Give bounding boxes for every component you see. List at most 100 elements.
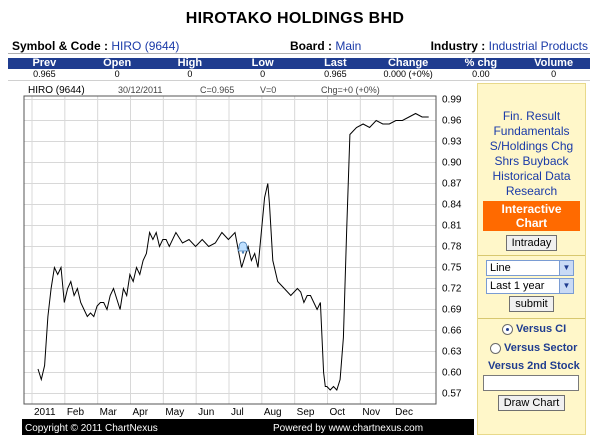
symbol-value: HIRO (9644) [111, 39, 180, 53]
y-axis-ticks: 0.99 0.96 0.93 0.90 0.87 0.84 0.81 0.78 0.75 0.72… [442, 95, 462, 400]
y-tick-label: 0.99 [442, 95, 462, 106]
menu-historical-data[interactable]: Historical Data [492, 169, 571, 183]
x-tick-label: Nov [362, 407, 380, 418]
menu-shareholdings-change[interactable]: S/Holdings Chg [489, 139, 574, 153]
quote-table: Prev Open High Low Last Change % chg Vol… [8, 58, 590, 81]
quote-col-volume: Volume [517, 58, 590, 69]
versus-ci-radio[interactable] [502, 323, 513, 335]
price-chart-svg[interactable]: 0.99 0.96 0.93 0.90 0.87 0.84 0.81 0.78 0.75 0.72… [22, 82, 474, 435]
x-tick-label: Dec [395, 407, 413, 418]
quote-high-value: 0 [153, 69, 227, 81]
menu-fin-result[interactable]: Fin. Result [502, 109, 561, 123]
y-tick-label: 0.75 [442, 263, 462, 274]
y-tick-label: 0.90 [442, 158, 462, 169]
versus-sector-option[interactable]: Versus Sector [490, 342, 585, 354]
x-tick-label: Oct [330, 407, 346, 418]
x-axis-ticks: 2011 Feb Mar Apr May Jun Jul Aug Sep Oct Nov Dec [34, 407, 413, 418]
symbol-info: Symbol & Code : HIRO (9644) [12, 39, 179, 53]
menu-research[interactable]: Research [505, 184, 558, 198]
y-tick-label: 0.57 [442, 389, 462, 400]
board-value[interactable]: Main [335, 39, 362, 53]
chart-background [22, 82, 474, 435]
quote-header-row: Prev Open High Low Last Change % chg Vol… [8, 58, 590, 69]
chart-period-select[interactable]: Last 1 year ▼ [486, 278, 574, 294]
y-tick-label: 0.63 [442, 347, 462, 358]
versus-2nd-stock-heading: Versus 2nd Stock [488, 360, 585, 372]
y-tick-label: 0.96 [442, 116, 462, 127]
quote-col-prev: Prev [8, 58, 81, 69]
x-tick-label: Jul [231, 407, 244, 418]
y-tick-label: 0.72 [442, 284, 462, 295]
x-tick-label: Jun [198, 407, 214, 418]
chart-side-panel: Fin. Result Fundamentals S/Holdings Chg … [477, 83, 586, 435]
menu-shares-buyback[interactable]: Shrs Buyback [494, 154, 569, 168]
draw-chart-button[interactable]: Draw Chart [497, 395, 566, 411]
chart-info-date: 30/12/2011 [118, 85, 162, 95]
menu-fundamentals[interactable]: Fundamentals [493, 124, 570, 138]
chevron-down-icon: ▼ [559, 279, 573, 293]
plot-frame [23, 95, 437, 405]
chart-info-volume: V=0 [260, 85, 276, 95]
stock-info-row: Symbol & Code : HIRO (9644) Board : Main… [8, 38, 590, 54]
industry-label: Industry : [430, 39, 486, 53]
submit-button[interactable]: submit [509, 296, 554, 312]
quote-col-pct-chg: % chg [444, 58, 518, 69]
company-title: HIROTAKO HOLDINGS BHD [185, 10, 405, 27]
chart-type-select-value: Line [490, 262, 511, 274]
bell-icon[interactable] [237, 241, 249, 254]
intraday-button[interactable]: Intraday [505, 235, 558, 251]
y-tick-label: 0.81 [442, 221, 462, 232]
versus-ci-option[interactable]: Versus CI [502, 323, 585, 335]
x-tick-label: Apr [133, 407, 149, 418]
quote-col-low: Low [226, 58, 299, 69]
x-tick-label: Aug [264, 407, 282, 418]
symbol-label: Symbol & Code : [12, 39, 109, 53]
y-tick-label: 0.66 [442, 326, 462, 337]
chart-footer-bar [22, 419, 474, 435]
menu-interactive-chart-label: Interactive Chart [501, 202, 562, 230]
chart-type-select[interactable]: Line ▼ [486, 260, 574, 276]
x-tick-label: Feb [67, 407, 85, 418]
quote-last-value: 0.965 [299, 69, 372, 81]
quote-open-value: 0 [80, 69, 154, 81]
versus-2nd-stock-input[interactable] [483, 375, 579, 391]
price-chart[interactable]: 0.99 0.96 0.93 0.90 0.87 0.84 0.81 0.78 0.75 0.72… [22, 82, 474, 435]
versus-sector-label: Versus Sector [504, 342, 578, 354]
chart-info-close: C=0.965 [200, 85, 234, 95]
x-tick-label: 2011 [34, 407, 56, 418]
industry-info: Industry : Industrial Products [431, 39, 588, 53]
quote-pct-chg-value: 0.00 [444, 69, 518, 81]
quote-prev-value: 0.965 [8, 69, 81, 81]
quote-value-row: 0.965 0 0 0 0.965 0.000 (+0%) 0.00 0 [8, 69, 590, 81]
versus-2nd-stock-label: Versus 2nd Stock [488, 360, 580, 372]
chart-period-select-value: Last 1 year [490, 280, 545, 292]
board-info: Board : Main [290, 39, 361, 53]
board-label: Board : [290, 39, 332, 53]
chart-copyright: Copyright © 2011 ChartNexus [25, 423, 158, 434]
x-tick-label: Mar [100, 407, 118, 418]
industry-value[interactable]: Industrial Products [488, 39, 588, 53]
quote-col-change: Change [371, 58, 445, 69]
y-tick-label: 0.60 [442, 368, 462, 379]
price-series-line [37, 112, 429, 391]
quote-col-open: Open [80, 58, 154, 69]
quote-change-value: 0.000 (+0%) [371, 69, 445, 81]
y-tick-label: 0.84 [442, 200, 462, 211]
x-tick-label: May [165, 407, 184, 418]
chart-info-symbol: HIRO (9644) [28, 85, 85, 96]
quote-col-high: High [153, 58, 227, 69]
quote-low-value: 0 [226, 69, 299, 81]
versus-ci-label: Versus CI [516, 323, 567, 335]
chevron-down-icon: ▼ [559, 261, 573, 275]
x-tick-label: Sep [297, 407, 315, 418]
chart-grid [24, 96, 436, 404]
y-tick-label: 0.87 [442, 179, 462, 190]
y-tick-label: 0.69 [442, 305, 462, 316]
y-tick-label: 0.93 [442, 137, 462, 148]
chart-powered-by[interactable]: Powered by www.chartnexus.com [273, 423, 423, 434]
menu-interactive-chart-active[interactable]: Interactive Chart [483, 201, 580, 231]
quote-col-last: Last [299, 58, 372, 69]
y-tick-label: 0.78 [442, 242, 462, 253]
quote-volume-value: 0 [517, 69, 590, 81]
versus-sector-radio[interactable] [490, 342, 501, 354]
